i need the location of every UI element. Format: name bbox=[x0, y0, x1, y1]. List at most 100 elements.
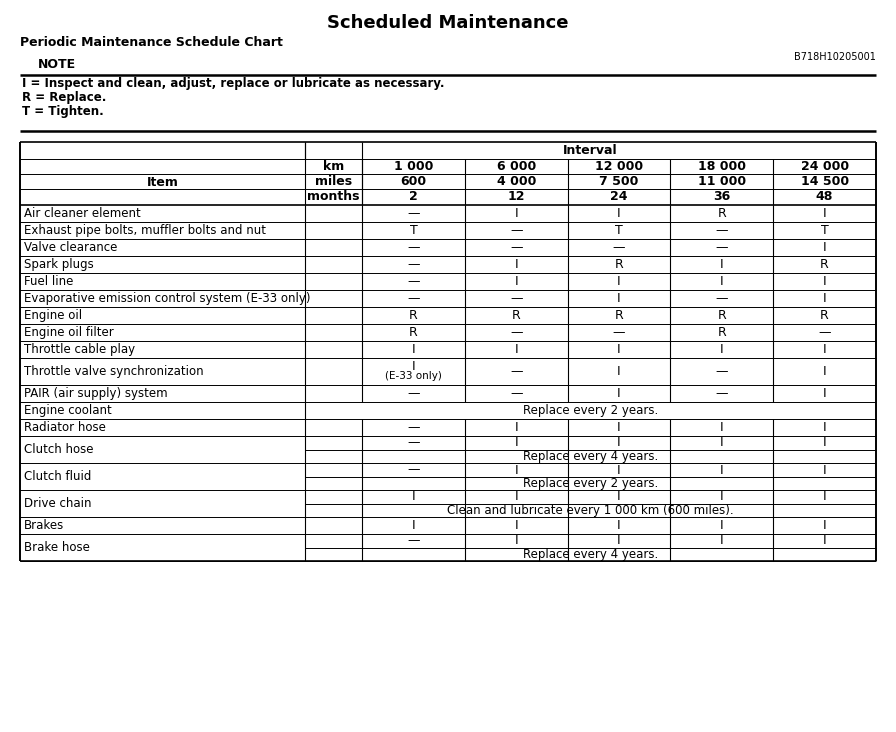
Text: I: I bbox=[514, 343, 518, 356]
Text: I: I bbox=[617, 463, 621, 477]
Text: —: — bbox=[407, 463, 419, 477]
Text: —: — bbox=[510, 292, 522, 305]
Text: I: I bbox=[823, 490, 826, 504]
Text: I: I bbox=[720, 258, 724, 271]
Text: —: — bbox=[510, 224, 522, 237]
Text: R = Replace.: R = Replace. bbox=[22, 91, 107, 104]
Text: —: — bbox=[407, 258, 419, 271]
Text: —: — bbox=[407, 387, 419, 400]
Text: I: I bbox=[617, 519, 621, 532]
Text: I: I bbox=[617, 421, 621, 434]
Text: R: R bbox=[820, 258, 829, 271]
Text: 6 000: 6 000 bbox=[496, 160, 536, 173]
Text: I: I bbox=[823, 365, 826, 378]
Text: I: I bbox=[823, 436, 826, 449]
Text: I: I bbox=[720, 534, 724, 548]
Text: Replace every 2 years.: Replace every 2 years. bbox=[523, 404, 659, 417]
Text: —: — bbox=[407, 207, 419, 220]
Text: I: I bbox=[720, 436, 724, 449]
Text: R: R bbox=[615, 258, 624, 271]
Text: —: — bbox=[716, 292, 728, 305]
Text: I: I bbox=[823, 387, 826, 400]
Text: Exhaust pipe bolts, muffler bolts and nut: Exhaust pipe bolts, muffler bolts and nu… bbox=[24, 224, 266, 237]
Text: 14 500: 14 500 bbox=[800, 175, 849, 188]
Text: R: R bbox=[718, 309, 726, 322]
Text: I: I bbox=[411, 490, 415, 504]
Text: 24 000: 24 000 bbox=[800, 160, 849, 173]
Text: I: I bbox=[823, 463, 826, 477]
Text: —: — bbox=[613, 326, 625, 339]
Text: I: I bbox=[823, 519, 826, 532]
Text: Evaporative emission control system (E-33 only): Evaporative emission control system (E-3… bbox=[24, 292, 311, 305]
Text: —: — bbox=[407, 275, 419, 288]
Text: I: I bbox=[514, 463, 518, 477]
Text: I: I bbox=[823, 292, 826, 305]
Text: I: I bbox=[720, 490, 724, 504]
Text: Air cleaner element: Air cleaner element bbox=[24, 207, 141, 220]
Text: I: I bbox=[617, 343, 621, 356]
Text: —: — bbox=[407, 534, 419, 548]
Text: T = Tighten.: T = Tighten. bbox=[22, 105, 104, 118]
Text: I: I bbox=[720, 343, 724, 356]
Text: Engine oil filter: Engine oil filter bbox=[24, 326, 114, 339]
Text: I: I bbox=[617, 534, 621, 548]
Text: I: I bbox=[823, 343, 826, 356]
Text: NOTE: NOTE bbox=[38, 58, 76, 71]
Text: —: — bbox=[613, 241, 625, 254]
Text: Clean and lubricate every 1 000 km (600 miles).: Clean and lubricate every 1 000 km (600 … bbox=[447, 504, 734, 517]
Text: Drive chain: Drive chain bbox=[24, 497, 91, 510]
Text: months: months bbox=[307, 190, 360, 203]
Text: R: R bbox=[718, 326, 726, 339]
Text: Brake hose: Brake hose bbox=[24, 541, 90, 554]
Text: Clutch fluid: Clutch fluid bbox=[24, 470, 91, 483]
Text: I: I bbox=[514, 275, 518, 288]
Text: I: I bbox=[720, 421, 724, 434]
Text: I: I bbox=[617, 490, 621, 504]
Text: I: I bbox=[823, 207, 826, 220]
Text: Scheduled Maintenance: Scheduled Maintenance bbox=[327, 14, 569, 32]
Text: —: — bbox=[510, 387, 522, 400]
Text: 2: 2 bbox=[409, 190, 418, 203]
Text: PAIR (air supply) system: PAIR (air supply) system bbox=[24, 387, 168, 400]
Text: I: I bbox=[514, 519, 518, 532]
Text: km: km bbox=[323, 160, 344, 173]
Text: I: I bbox=[617, 387, 621, 400]
Text: I: I bbox=[720, 463, 724, 477]
Text: 12 000: 12 000 bbox=[595, 160, 643, 173]
Text: I: I bbox=[514, 258, 518, 271]
Text: I: I bbox=[514, 436, 518, 449]
Text: R: R bbox=[409, 326, 418, 339]
Text: Engine oil: Engine oil bbox=[24, 309, 82, 322]
Text: I: I bbox=[514, 490, 518, 504]
Text: 600: 600 bbox=[401, 175, 426, 188]
Text: 48: 48 bbox=[816, 190, 833, 203]
Text: I: I bbox=[514, 207, 518, 220]
Text: Valve clearance: Valve clearance bbox=[24, 241, 117, 254]
Text: 4 000: 4 000 bbox=[496, 175, 536, 188]
Text: R: R bbox=[820, 309, 829, 322]
Text: R: R bbox=[718, 207, 726, 220]
Text: Fuel line: Fuel line bbox=[24, 275, 73, 288]
Text: 18 000: 18 000 bbox=[698, 160, 745, 173]
Text: 7 500: 7 500 bbox=[599, 175, 639, 188]
Text: Clutch hose: Clutch hose bbox=[24, 443, 93, 456]
Text: I: I bbox=[617, 365, 621, 378]
Text: Replace every 2 years.: Replace every 2 years. bbox=[523, 477, 659, 490]
Text: Engine coolant: Engine coolant bbox=[24, 404, 112, 417]
Text: I: I bbox=[720, 519, 724, 532]
Text: B718H10205001: B718H10205001 bbox=[794, 52, 876, 62]
Text: miles: miles bbox=[314, 175, 352, 188]
Text: 1 000: 1 000 bbox=[393, 160, 433, 173]
Text: Brakes: Brakes bbox=[24, 519, 65, 532]
Text: I: I bbox=[617, 275, 621, 288]
Text: 12: 12 bbox=[507, 190, 525, 203]
Text: I: I bbox=[617, 292, 621, 305]
Text: I: I bbox=[617, 436, 621, 449]
Text: —: — bbox=[510, 241, 522, 254]
Text: —: — bbox=[407, 436, 419, 449]
Text: Replace every 4 years.: Replace every 4 years. bbox=[523, 548, 659, 561]
Text: —: — bbox=[818, 326, 831, 339]
Text: 24: 24 bbox=[610, 190, 628, 203]
Text: I: I bbox=[617, 207, 621, 220]
Text: Interval: Interval bbox=[564, 144, 618, 157]
